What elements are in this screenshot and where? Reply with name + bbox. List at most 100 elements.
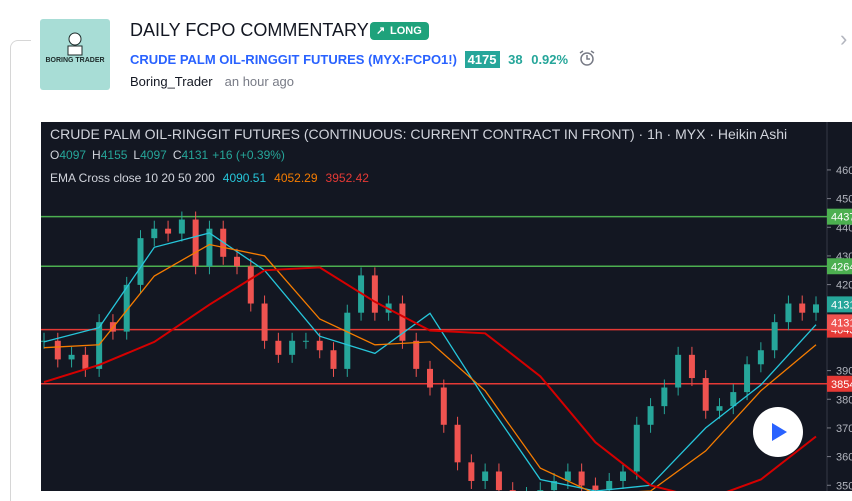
candle [551, 480, 558, 491]
logo-icon [67, 32, 83, 56]
level-tag [827, 258, 852, 275]
candle [688, 354, 695, 379]
ohlc-key: C [173, 148, 182, 162]
y-tick-label: 3700 [836, 423, 852, 435]
candle [54, 340, 61, 360]
candle [564, 471, 571, 481]
candle [96, 322, 103, 369]
candle [675, 354, 682, 388]
ohlc-value: 4097 [59, 148, 86, 162]
y-tick-label: 3600 [836, 452, 852, 464]
price-change: 38 [508, 52, 523, 67]
ohlc-key: H [92, 148, 101, 162]
candle [316, 340, 323, 351]
author-row: Boring_Trader an hour ago [130, 74, 294, 89]
ema-line [43, 232, 817, 491]
candle [578, 471, 585, 486]
indicator-legend: EMA Cross close 10 20 50 200 4090.51 4052.… [50, 171, 369, 185]
candle [620, 471, 626, 481]
ohlc-change: +16 (+0.39%) [212, 148, 285, 162]
candle [468, 462, 475, 481]
y-tick-label: 3500 [836, 480, 852, 491]
candle [799, 303, 806, 313]
y-tick-label: 4500 [836, 194, 852, 206]
price-tag [827, 314, 852, 331]
level-tag [827, 375, 852, 392]
candle [68, 354, 75, 360]
next-arrow[interactable]: › [840, 26, 848, 51]
ohlc-key: O [50, 148, 59, 162]
price-tag [827, 296, 852, 313]
chart-title: CRUDE PALM OIL-RINGGIT FUTURES (CONTINUO… [50, 126, 787, 142]
candle [633, 424, 640, 472]
candle [399, 303, 406, 341]
candle [495, 471, 502, 491]
candle [716, 406, 723, 411]
level-tag-label: 4437 [831, 212, 852, 224]
price-tag-label: 4131 [831, 317, 852, 329]
last-price: 4175 [464, 51, 500, 68]
ohlc-value: 4155 [101, 148, 128, 162]
candle [371, 275, 378, 313]
indicator-value: 3952.42 [326, 171, 370, 185]
ohlc-key: L [133, 148, 140, 162]
level-tag [827, 208, 852, 225]
ema-line [43, 243, 817, 491]
y-tick-label: 3800 [836, 394, 852, 406]
candle [413, 340, 420, 369]
candle [482, 471, 489, 481]
candle [247, 266, 254, 304]
ema-line [43, 266, 817, 491]
candle [454, 424, 461, 463]
candle [785, 303, 792, 323]
candle [192, 219, 199, 267]
candle [702, 378, 709, 411]
candle [440, 387, 447, 425]
chart: CRUDE PALM OIL-RINGGIT FUTURES (CONTINUO… [41, 122, 852, 491]
candle [137, 238, 144, 285]
candle [82, 354, 89, 369]
indicator-name: EMA Cross close 10 20 50 200 [50, 171, 215, 185]
price-tag-label: 4131 [831, 299, 852, 311]
candle [427, 368, 433, 388]
post-time: an hour ago [224, 74, 295, 89]
y-tick-label: 3900 [836, 366, 852, 378]
candle [744, 364, 751, 393]
card-frame [10, 40, 31, 501]
author-logo[interactable]: BORING TRADER [40, 19, 110, 90]
symbol-row: CRUDE PALM OIL-RINGGIT FUTURES (MYX:FCPO… [130, 50, 598, 68]
long-badge: LONG [370, 22, 429, 40]
idea-title[interactable]: DAILY FCPO COMMENTARY [130, 20, 369, 40]
candle [771, 322, 778, 351]
ohlc-value: 4097 [140, 148, 167, 162]
play-button[interactable] [753, 407, 803, 457]
candle [234, 256, 240, 267]
candle [344, 312, 351, 369]
author-name[interactable]: Boring_Trader [130, 74, 213, 89]
y-tick-label: 4600 [836, 165, 852, 177]
symbol-name[interactable]: CRUDE PALM OIL-RINGGIT FUTURES [130, 52, 365, 67]
y-tick-label: 4400 [836, 222, 852, 234]
candle [647, 406, 654, 425]
candle [123, 284, 130, 332]
ohlc-value: 4131 [181, 148, 208, 162]
y-tick-label: 4200 [836, 280, 852, 292]
chart-bg [41, 122, 852, 491]
price-change-pct: 0.92% [531, 52, 569, 67]
candle [165, 228, 172, 234]
candle [289, 340, 296, 355]
symbol-code[interactable]: (MYX:FCPO1!) [368, 52, 457, 67]
candle [302, 340, 309, 342]
candle [606, 480, 613, 491]
alert-icon[interactable] [578, 50, 598, 68]
candle [261, 303, 268, 341]
candle [178, 219, 185, 234]
candle [730, 392, 737, 407]
candle [330, 350, 337, 369]
candle [275, 340, 282, 355]
logo-text: BORING TRADER [45, 57, 105, 64]
indicator-value: 4052.29 [274, 171, 318, 185]
